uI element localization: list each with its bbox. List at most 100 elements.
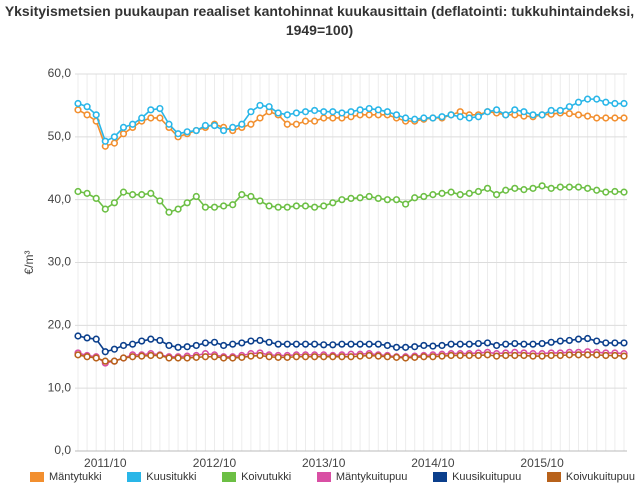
point (456, 113, 464, 121)
point (274, 109, 282, 117)
legend-item[interactable]: Koivutukki (222, 471, 291, 483)
point (156, 114, 164, 122)
point (201, 121, 209, 130)
point (574, 351, 583, 359)
point (129, 120, 137, 128)
point (83, 103, 91, 111)
point (119, 123, 128, 132)
point (547, 338, 555, 346)
point (283, 340, 291, 348)
point (593, 114, 601, 122)
point (556, 351, 564, 360)
point (165, 341, 173, 350)
point (292, 120, 301, 128)
point (529, 111, 537, 119)
point (547, 106, 555, 115)
point (520, 340, 528, 348)
point (156, 336, 164, 345)
point (329, 341, 337, 349)
x-tick-label: 2012/10 (193, 456, 237, 470)
point (292, 109, 301, 117)
point (210, 121, 219, 130)
point (201, 203, 209, 211)
legend-item[interactable]: Mäntykuitupuu (316, 471, 407, 483)
point (611, 339, 619, 347)
point (565, 336, 574, 345)
point (611, 114, 619, 122)
point (210, 338, 219, 346)
point (210, 353, 219, 361)
point (301, 202, 310, 210)
point (338, 196, 346, 204)
point (183, 199, 191, 207)
point (83, 189, 91, 197)
series (74, 182, 628, 216)
point (192, 126, 200, 135)
point (192, 353, 200, 361)
point (565, 351, 574, 359)
point (347, 194, 355, 203)
point (256, 336, 264, 345)
point (383, 341, 392, 350)
point (483, 339, 492, 347)
point (538, 339, 546, 348)
point (301, 108, 310, 116)
legend-swatch (546, 472, 561, 482)
point (274, 353, 282, 361)
point (429, 353, 437, 361)
point (301, 117, 310, 125)
point (247, 352, 255, 360)
point (392, 196, 401, 204)
point (320, 202, 328, 210)
point (156, 351, 164, 360)
point (256, 197, 264, 205)
point (74, 99, 82, 108)
point (574, 335, 583, 343)
point (538, 182, 546, 190)
point (356, 194, 364, 202)
point (119, 130, 128, 138)
point (201, 339, 209, 347)
point (301, 340, 310, 348)
legend-item[interactable]: Koivukuitupuu (546, 471, 635, 483)
point (402, 343, 410, 351)
point (583, 112, 592, 120)
legend-item[interactable]: Kuusitukki (127, 471, 196, 483)
point (547, 184, 555, 192)
point (265, 353, 273, 361)
point (283, 120, 291, 128)
point (538, 111, 546, 119)
point (74, 332, 82, 340)
point (565, 103, 574, 111)
legend-item[interactable]: Mäntytukki (30, 471, 102, 483)
point (583, 95, 592, 103)
point (447, 188, 455, 196)
point (101, 205, 109, 213)
point (402, 114, 410, 122)
point (411, 115, 419, 123)
point (456, 191, 464, 199)
point (247, 108, 255, 116)
legend-label: Mäntytukki (49, 471, 102, 483)
point (292, 340, 301, 348)
point (320, 108, 328, 116)
point (220, 341, 228, 350)
point (474, 351, 483, 360)
point (593, 351, 601, 359)
y-tick-label: 40,0 (48, 192, 72, 206)
point (574, 98, 583, 106)
point (583, 351, 592, 359)
legend-item[interactable]: Kuusikuitupuu (433, 471, 521, 483)
point (538, 352, 546, 360)
point (365, 111, 373, 119)
point (138, 337, 146, 345)
point (465, 340, 473, 348)
point (520, 186, 528, 194)
point (256, 351, 264, 360)
point (283, 111, 291, 119)
point (247, 192, 255, 201)
point (192, 192, 200, 201)
point (283, 203, 291, 211)
point (220, 202, 228, 210)
